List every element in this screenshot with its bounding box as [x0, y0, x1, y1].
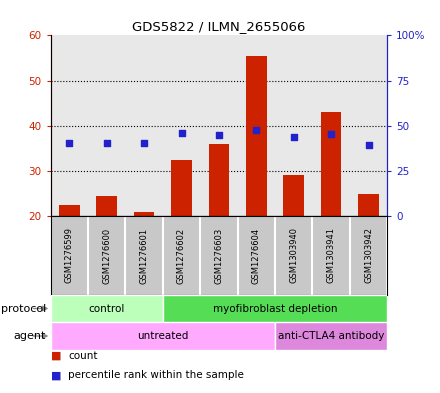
Text: GSM1276601: GSM1276601 [139, 228, 149, 283]
Text: ■: ■ [51, 351, 61, 361]
Title: GDS5822 / ILMN_2655066: GDS5822 / ILMN_2655066 [132, 20, 306, 33]
Bar [163, 295, 387, 322]
Text: anti-CTLA4 antibody: anti-CTLA4 antibody [278, 331, 384, 341]
Text: agent: agent [14, 331, 46, 341]
Point [216, 132, 223, 138]
Point [141, 140, 148, 146]
Point [103, 140, 110, 146]
Bar [51, 322, 275, 350]
Point [253, 127, 260, 133]
Text: control: control [88, 303, 125, 314]
Bar [96, 196, 117, 216]
Text: percentile rank within the sample: percentile rank within the sample [68, 370, 244, 380]
Bar [209, 144, 229, 216]
Bar [134, 211, 154, 216]
Point [290, 134, 297, 140]
Point [365, 141, 372, 148]
Bar [321, 112, 341, 216]
Bar [358, 193, 379, 216]
Bar [59, 205, 80, 216]
Text: protocol: protocol [1, 303, 46, 314]
Bar [171, 160, 192, 216]
Bar [246, 56, 267, 216]
Text: GSM1303941: GSM1303941 [326, 228, 336, 283]
Point [66, 140, 73, 146]
Point [327, 131, 335, 137]
Bar [283, 175, 304, 216]
Text: GSM1276599: GSM1276599 [65, 228, 74, 283]
Bar [275, 322, 387, 350]
Text: GSM1276603: GSM1276603 [214, 227, 224, 284]
Text: GSM1276604: GSM1276604 [252, 228, 261, 283]
Bar [51, 295, 163, 322]
Text: GSM1276600: GSM1276600 [102, 228, 111, 283]
Text: count: count [68, 351, 98, 361]
Point [178, 130, 185, 136]
Text: GSM1303940: GSM1303940 [289, 228, 298, 283]
Text: untreated: untreated [137, 331, 188, 341]
Text: GSM1303942: GSM1303942 [364, 228, 373, 283]
Text: myofibroblast depletion: myofibroblast depletion [213, 303, 337, 314]
Text: ■: ■ [51, 370, 61, 380]
Text: GSM1276602: GSM1276602 [177, 228, 186, 283]
